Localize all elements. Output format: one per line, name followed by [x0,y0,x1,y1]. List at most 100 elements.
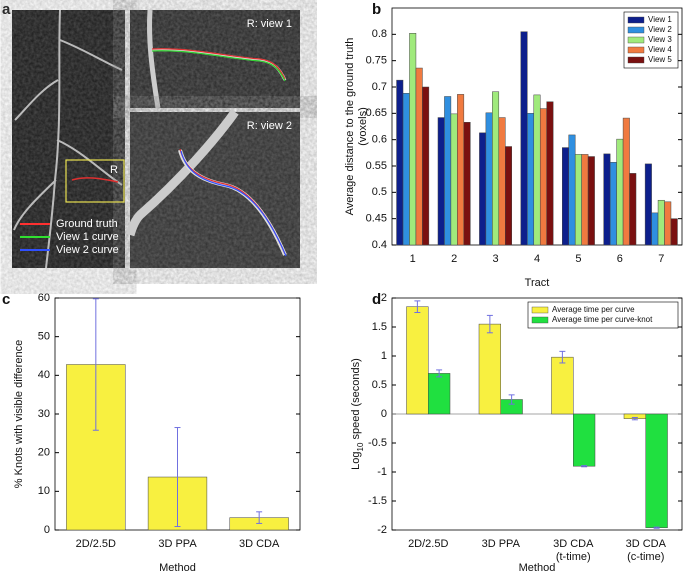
chart: d -2 -1.5 -1 -0.5 0 0.5 1 1.5 2 2D/2.5D 3D PPA 3D CD… [350,291,683,574]
x-tick-label: 3D CDA (t-time) [553,538,594,563]
x-tick-label: 4 [534,253,540,265]
x-tick-label: 2D/2.5D [408,538,448,550]
bar [629,173,637,246]
bar [505,146,512,246]
bar [616,138,624,246]
x-tick-line: (t-time) [556,551,591,563]
bar [478,323,501,415]
vessel [146,9,161,109]
bar [422,86,430,246]
bar [406,306,429,415]
trace [151,48,286,80]
x-tick-line: 5 [575,253,581,265]
y-tick-label: 0.8 [372,28,387,40]
y-axis-label: % Knots with visible difference [13,340,25,488]
y-axis-label-sub: 10 [356,442,365,451]
bar [573,413,596,467]
chart: b 0.4 0.45 0.5 0.55 0.6 0.65 0.7 0.75 0.8 1 2 3 4 5 6 7 T… [344,1,683,289]
legend-label: View 2 [648,25,672,34]
y-axis-label-line: % Knots with visible difference [13,340,25,488]
x-tick-line: 3D PPA [158,538,197,550]
y-axis-label-line: Average distance to the ground truth [344,38,356,216]
legend-label: View 3 [648,35,672,44]
x-tick-label: 1 [410,253,416,265]
y-tick-label: 0.55 [366,160,387,172]
x-axis-label: Method [519,562,556,572]
bar [574,154,582,246]
y-tick-label: 2 [381,292,387,304]
x-tick-label: 3D CDA [239,538,280,550]
chart: c 0 10 20 30 40 50 60 2D/2.5D 3D PPA 3D CDA Method%… [2,291,301,574]
bar [498,117,506,246]
roi-box [65,159,125,203]
bar [396,79,404,246]
x-tick-line: 2D/2.5D [76,538,116,550]
panel-label: a [2,1,11,18]
bar [479,132,487,246]
y-tick-label: 20 [38,447,50,459]
bar [527,113,535,246]
inset-label: R: view 1 [247,18,292,30]
bar [581,154,589,246]
x-tick-line: 3D CDA [239,538,280,550]
bar [437,117,445,246]
bar [645,413,668,528]
bar [450,113,458,246]
y-tick-label: -0.5 [368,437,387,449]
y-axis-label-part: Log [350,451,362,469]
legend-box [527,301,679,329]
bar [415,67,423,246]
x-tick-line: 3D CDA [626,538,667,550]
x-tick-label: 6 [617,253,623,265]
panel-label: d [372,291,381,308]
y-tick-label: 0 [44,524,50,536]
bar [409,33,417,246]
legend-label: Average time per curve-knot [552,315,653,324]
trace [151,50,286,82]
legend-swatch [531,316,549,324]
bar [539,108,547,246]
legend-swatch [627,36,645,44]
y-tick-label: 0.5 [372,186,387,198]
legend-swatch [627,46,645,54]
bar [587,156,595,246]
bar [670,218,678,246]
legend-swatch [627,16,645,24]
x-tick-label: 2D/2.5D [76,538,116,550]
bar [622,117,630,246]
x-tick-label: 5 [575,253,581,265]
y-tick-label: 0.45 [366,213,387,225]
y-axis-label: Average distance to the ground truth(vox… [344,38,369,216]
x-tick-line: 1 [410,253,416,265]
texture [130,10,300,108]
bar [657,199,665,246]
panel-a: a R: view 1 R: view 2 R Ground truthView… [2,1,300,269]
y-tick-label: 30 [38,408,50,420]
y-tick-label: -1 [377,466,387,478]
legend-swatch [531,306,549,314]
legend-label: View 2 curve [56,244,119,256]
bar [520,31,528,246]
bar [651,212,659,246]
x-tick-line: (c-time) [627,551,664,563]
bar [568,134,576,246]
y-tick-label: 40 [38,369,50,381]
panel-label: c [2,291,10,308]
bar [546,101,554,246]
y-tick-label: 0.7 [372,81,387,93]
bar [444,96,452,246]
y-tick-label: -1.5 [368,495,387,507]
x-tick-line: 7 [658,253,664,265]
legend-label: View 1 curve [56,231,119,243]
legend-swatch [627,26,645,34]
y-tick-label: 0.6 [372,134,387,146]
y-tick-label: 0 [381,408,387,420]
bar [644,163,652,246]
trace [71,177,119,183]
y-tick-label: 1 [381,350,387,362]
y-tick-label: 0.5 [372,379,387,391]
x-tick-line: 3D CDA [553,538,594,550]
y-tick-label: 1.5 [372,321,387,333]
roi-label: R [110,164,118,176]
bar [492,91,500,246]
